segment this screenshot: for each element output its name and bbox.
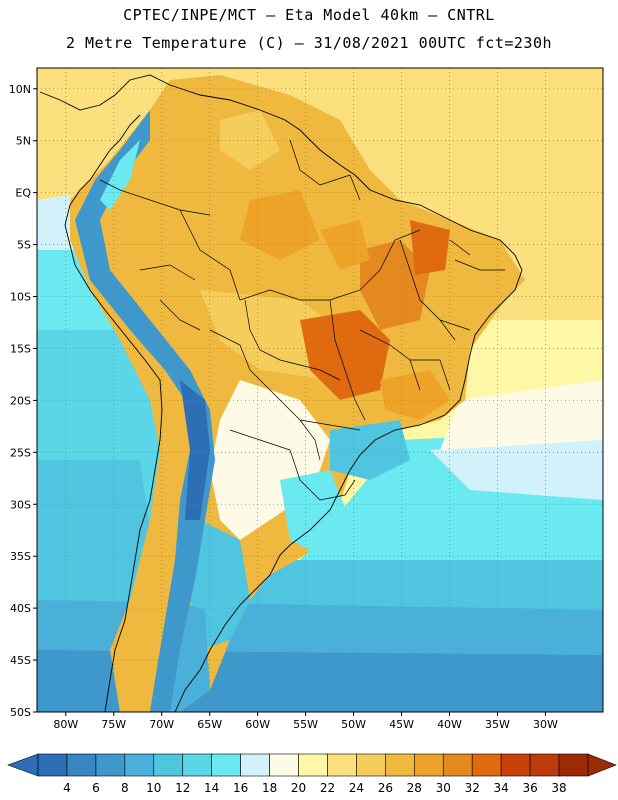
colorbar-swatch — [356, 753, 386, 777]
colorbar-swatch — [153, 753, 184, 777]
longitude-ticks: 80W 75W 70W 65W 60W 55W 50W 45W 40W 35W 30W — [53, 712, 558, 731]
colorbar-label: 38 — [551, 781, 566, 795]
colorbar-swatch — [240, 753, 270, 777]
graticule — [37, 68, 603, 712]
colorbar-swatch — [442, 753, 473, 777]
title-line-2: 2 Metre Temperature (C) – 31/08/2021 00U… — [65, 34, 553, 52]
lat-tick-label: 20S — [10, 394, 31, 407]
lat-tick-label: 30S — [10, 498, 31, 511]
colorbar-label: 18 — [262, 781, 277, 795]
lon-tick-label: 75W — [101, 718, 126, 731]
colorbar-label: 32 — [465, 781, 480, 795]
title-line-1: CPTEC/INPE/MCT – Eta Model 40km – CNTRL — [123, 6, 495, 24]
colorbar: 4 6 8 10 12 14 16 18 20 22 24 26 28 30 32 34 36 38 — [7, 753, 617, 795]
triangle-left-icon — [7, 753, 39, 777]
lon-tick-label: 55W — [293, 718, 318, 731]
colorbar-label: 16 — [233, 781, 248, 795]
colorbar-swatch — [327, 753, 357, 777]
colorbar-label: 10 — [146, 781, 161, 795]
colorbar-swatch — [298, 753, 328, 777]
lat-tick-label: 5N — [16, 135, 31, 148]
lat-tick-label: 40S — [10, 602, 31, 615]
coastline — [39, 74, 523, 712]
lat-tick-label: 10S — [10, 291, 31, 304]
colorbar-swatch — [529, 753, 560, 777]
colorbar-swatch — [385, 753, 415, 777]
colorbar-label: 30 — [436, 781, 451, 795]
colorbar-swatch — [211, 753, 241, 777]
colorbar-swatch — [471, 753, 502, 777]
colorbar-label: 26 — [378, 781, 393, 795]
triangle-right-icon — [587, 753, 617, 777]
colorbar-label: 28 — [407, 781, 422, 795]
lon-tick-label: 65W — [197, 718, 222, 731]
lon-tick-label: 45W — [389, 718, 414, 731]
colorbar-label: 14 — [204, 781, 219, 795]
map-frame — [36, 67, 604, 713]
lon-tick-label: 30W — [533, 718, 558, 731]
colorbar-label: 4 — [63, 781, 71, 795]
lat-tick-label: 25S — [10, 446, 31, 459]
colorbar-swatch — [414, 753, 444, 777]
colorbar-swatch — [37, 753, 68, 777]
colorbar-label: 36 — [522, 781, 537, 795]
lon-tick-label: 50W — [341, 718, 366, 731]
lon-tick-label: 80W — [53, 718, 78, 731]
colorbar-swatch — [269, 753, 299, 777]
colorbar-label: 20 — [291, 781, 306, 795]
colorbar-label: 24 — [349, 781, 364, 795]
colorbar-swatch — [66, 753, 97, 777]
colorbar-label: 8 — [121, 781, 129, 795]
temperature-field — [37, 68, 603, 712]
colorbar-swatch — [124, 753, 155, 777]
lon-tick-label: 70W — [149, 718, 174, 731]
colorbar-swatch — [500, 753, 531, 777]
lat-tick-label: 10N — [9, 83, 31, 96]
colorbar-swatch — [558, 753, 589, 777]
lat-tick-label: 45S — [10, 654, 31, 667]
lat-tick-label: 50S — [10, 706, 31, 719]
colorbar-swatch — [182, 753, 212, 777]
colorbar-label: 6 — [92, 781, 100, 795]
lon-tick-label: 35W — [485, 718, 510, 731]
andes-cold-band — [75, 110, 215, 712]
latitude-ticks: 10N 5N EQ 5S 10S 15S 20S 25S 30S 35S 40S 45S 50S — [9, 83, 37, 719]
lon-tick-label: 60W — [245, 718, 270, 731]
colorbar-swatch — [95, 753, 126, 777]
lat-tick-label: 35S — [10, 550, 31, 563]
lat-tick-label: EQ — [15, 187, 31, 200]
colorbar-label: 22 — [320, 781, 335, 795]
colorbar-label: 12 — [175, 781, 190, 795]
colorbar-label: 34 — [494, 781, 509, 795]
lon-tick-label: 40W — [437, 718, 462, 731]
lat-tick-label: 15S — [10, 342, 31, 355]
lat-tick-label: 5S — [17, 239, 31, 252]
